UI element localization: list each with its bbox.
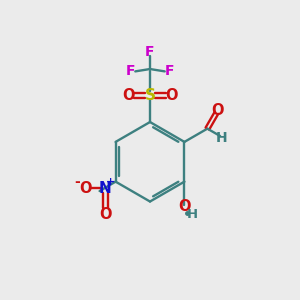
Text: N: N: [99, 181, 112, 196]
Text: H: H: [187, 208, 198, 221]
Text: +: +: [106, 177, 115, 187]
Text: F: F: [145, 45, 155, 59]
Text: O: O: [178, 199, 191, 214]
Text: H: H: [216, 131, 228, 146]
Text: F: F: [125, 64, 135, 78]
Text: O: O: [123, 88, 135, 103]
Text: O: O: [80, 181, 92, 196]
Text: O: O: [165, 88, 178, 103]
Text: -: -: [74, 175, 80, 189]
Text: O: O: [99, 207, 112, 222]
Text: O: O: [212, 103, 224, 118]
Text: S: S: [145, 88, 155, 103]
Text: F: F: [165, 64, 175, 78]
